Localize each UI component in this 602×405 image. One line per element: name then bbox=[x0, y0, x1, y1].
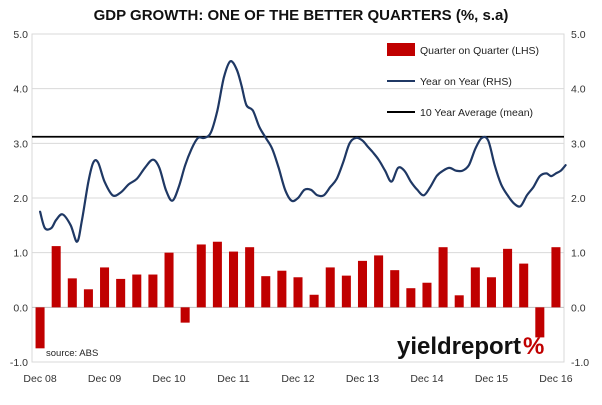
bar bbox=[212, 241, 222, 308]
bar bbox=[454, 295, 464, 308]
y-axis-right: 5.0 4.0 3.0 2.0 1.0 0.0 -1.0 bbox=[571, 29, 589, 369]
bar bbox=[180, 307, 190, 323]
source-note: source: ABS bbox=[46, 348, 98, 359]
bar bbox=[357, 260, 367, 308]
y-tick-label-right: 4.0 bbox=[571, 84, 586, 96]
x-axis: Dec 08 Dec 09 Dec 10 Dec 11 Dec 12 Dec 13 Dec … bbox=[23, 373, 572, 385]
y-tick-label-right: -1.0 bbox=[571, 357, 589, 369]
bar bbox=[132, 274, 142, 308]
bar bbox=[148, 274, 158, 308]
bar bbox=[116, 278, 126, 308]
x-tick-label: Dec 11 bbox=[217, 373, 250, 385]
bar bbox=[374, 255, 384, 308]
bar bbox=[261, 276, 271, 308]
x-tick-label: Dec 10 bbox=[152, 373, 185, 385]
bar bbox=[51, 246, 61, 308]
y-tick-label-right: 3.0 bbox=[571, 138, 586, 150]
bar bbox=[277, 270, 287, 308]
y-tick-label-left: 5.0 bbox=[13, 29, 28, 41]
bar bbox=[164, 252, 174, 308]
grid-lines bbox=[32, 33, 564, 363]
bar bbox=[293, 277, 303, 308]
bar bbox=[551, 247, 561, 308]
x-tick-label: Dec 16 bbox=[539, 373, 572, 385]
x-tick-label: Dec 13 bbox=[346, 373, 379, 385]
bar bbox=[309, 294, 319, 308]
bar-series-quarter-on-quarter bbox=[35, 241, 561, 349]
chart-title: GDP GROWTH: ONE OF THE BETTER QUARTERS (… bbox=[94, 7, 509, 24]
legend-label: Quarter on Quarter (LHS) bbox=[420, 45, 539, 57]
bar bbox=[406, 288, 416, 308]
legend-label: Year on Year (RHS) bbox=[420, 76, 512, 88]
y-tick-label-left: -1.0 bbox=[10, 357, 28, 369]
bar bbox=[35, 307, 45, 349]
bar bbox=[422, 282, 432, 308]
y-tick-label-left: 2.0 bbox=[13, 193, 28, 205]
y-tick-label-right: 2.0 bbox=[571, 193, 586, 205]
y-tick-label-right: 0.0 bbox=[571, 302, 586, 314]
bar bbox=[229, 251, 239, 308]
bar bbox=[341, 275, 351, 308]
brand-wordmark: yieldreport bbox=[397, 333, 521, 360]
x-tick-label: Dec 12 bbox=[281, 373, 314, 385]
year-on-year-line bbox=[39, 60, 567, 243]
bar bbox=[83, 289, 93, 308]
bar bbox=[67, 278, 77, 308]
x-tick-label: Dec 09 bbox=[88, 373, 121, 385]
y-tick-label-right: 5.0 bbox=[571, 29, 586, 41]
legend-swatch-bar bbox=[387, 43, 415, 56]
bar bbox=[390, 270, 400, 308]
y-tick-label-right: 1.0 bbox=[571, 248, 586, 260]
bar bbox=[245, 247, 255, 308]
bar bbox=[535, 307, 545, 338]
bar bbox=[503, 248, 513, 308]
x-tick-label: Dec 15 bbox=[475, 373, 508, 385]
brand-percent-icon: % bbox=[523, 333, 544, 360]
bar bbox=[486, 277, 496, 308]
x-tick-label: Dec 14 bbox=[410, 373, 443, 385]
legend-label: 10 Year Average (mean) bbox=[420, 107, 533, 119]
y-tick-label-left: 1.0 bbox=[13, 248, 28, 260]
brand-logo: yieldreport % bbox=[397, 333, 544, 360]
bar bbox=[470, 267, 480, 308]
y-tick-label-left: 3.0 bbox=[13, 138, 28, 150]
bar bbox=[196, 244, 206, 308]
y-tick-label-left: 0.0 bbox=[13, 302, 28, 314]
bar bbox=[519, 263, 529, 308]
y-axis-left: 5.0 4.0 3.0 2.0 1.0 0.0 -1.0 bbox=[10, 29, 28, 369]
y-tick-label-left: 4.0 bbox=[13, 84, 28, 96]
bar bbox=[325, 267, 335, 308]
bar bbox=[438, 247, 448, 308]
bar bbox=[100, 267, 110, 308]
line-series-year-on-year bbox=[39, 60, 567, 243]
x-tick-label: Dec 08 bbox=[23, 373, 56, 385]
legend: Quarter on Quarter (LHS) Year on Year (RH… bbox=[387, 43, 539, 119]
